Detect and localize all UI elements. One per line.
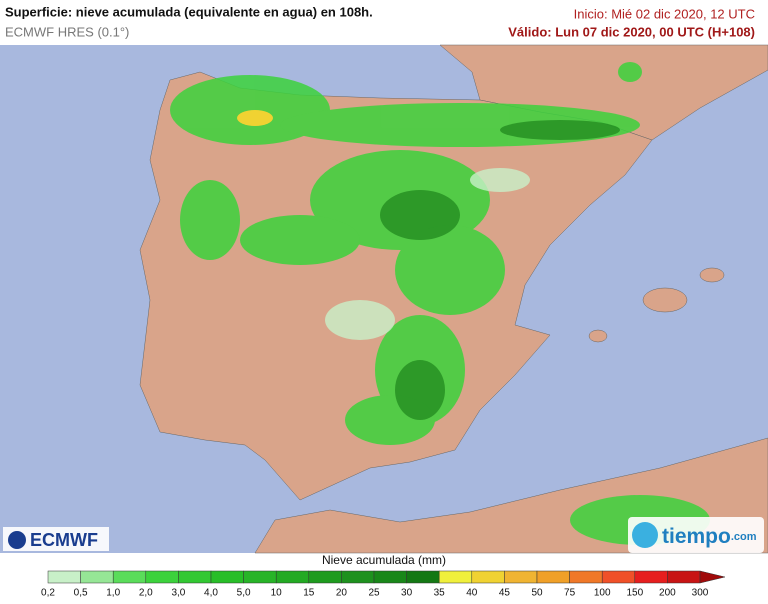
color-arrow xyxy=(699,570,726,584)
legend-tick-label: 100 xyxy=(594,588,611,599)
color-box xyxy=(373,570,407,584)
tiempo-logo: tiempo.com xyxy=(662,525,757,548)
model: ECMWF HRES (0.1°) xyxy=(5,24,129,39)
color-box xyxy=(243,570,277,584)
legend-tick-label: 25 xyxy=(368,588,380,599)
legend-tick-label: 0,5 xyxy=(74,588,88,599)
legend-tick-label: 15 xyxy=(303,588,315,599)
color-box xyxy=(471,570,505,584)
colorbar: 0,2 0,5 1,0 2,0 3,0 4,0 5,0 10 15 20 25 30 35 40 45 50 7… xyxy=(41,570,726,599)
color-box xyxy=(210,570,244,584)
init-time: Inicio: Mié 02 dic 2020, 12 UTC xyxy=(574,6,755,21)
legend-tick-label: 300 xyxy=(692,588,709,599)
color-box xyxy=(178,570,212,584)
legend-tick-label: 35 xyxy=(434,588,446,599)
legend-tick-label: 50 xyxy=(531,588,543,599)
color-box xyxy=(569,570,603,584)
color-box xyxy=(601,570,636,584)
legend-tick-label: 0,2 xyxy=(41,588,55,599)
color-box xyxy=(438,570,473,584)
legend-tick-label: 4,0 xyxy=(204,588,218,599)
legend-tick-label: 30 xyxy=(401,588,413,599)
color-box xyxy=(504,570,538,584)
legend-title: Nieve acumulada (mm) xyxy=(322,553,446,567)
color-box xyxy=(667,570,701,584)
valid-time: Válido: Lun 07 dic 2020, 00 UTC (H+108) xyxy=(508,24,755,39)
color-box xyxy=(634,570,668,584)
map: ECMWF tiempo.com xyxy=(0,44,768,554)
legend-tick-label: 45 xyxy=(499,588,511,599)
color-box xyxy=(47,570,81,584)
color-box xyxy=(112,570,147,584)
legend-tick-label: 10 xyxy=(271,588,283,599)
color-box xyxy=(275,570,310,584)
legend-tick-label: 1,0 xyxy=(106,588,120,599)
legend-tick-label: 200 xyxy=(659,588,676,599)
color-box xyxy=(145,570,179,584)
color-box xyxy=(406,570,440,584)
legend-tick-label: 5,0 xyxy=(237,588,251,599)
legend-tick-label: 40 xyxy=(466,588,478,599)
color-box xyxy=(80,570,114,584)
title: Superficie: nieve acumulada (equivalente… xyxy=(5,4,373,19)
color-box xyxy=(308,570,342,584)
color-box xyxy=(536,570,570,584)
legend-tick-label: 150 xyxy=(626,588,643,599)
legend-tick-label: 75 xyxy=(564,588,576,599)
ecmwf-logo: ECMWF xyxy=(30,530,98,550)
legend-tick-label: 3,0 xyxy=(171,588,185,599)
color-box xyxy=(341,570,375,584)
legend-tick-label: 20 xyxy=(336,588,348,599)
legend-tick-label: 2,0 xyxy=(139,588,153,599)
